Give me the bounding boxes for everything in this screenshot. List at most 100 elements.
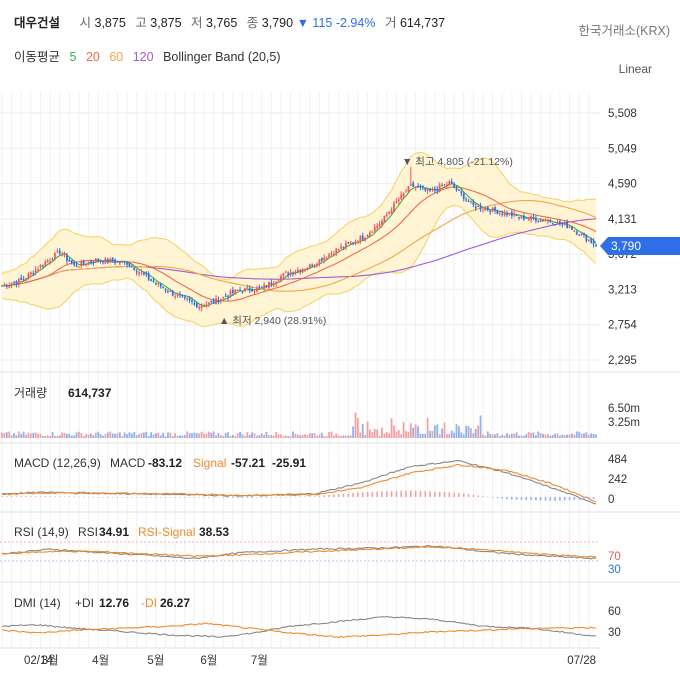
volume-bar (489, 433, 492, 438)
low-label: 저 (191, 16, 203, 30)
macd-histogram-bar (328, 494, 330, 497)
macd-histogram-bar (188, 496, 191, 498)
candle-body (78, 266, 80, 268)
macd-histogram-bar (49, 496, 51, 497)
volume-bar (575, 431, 578, 438)
candle-body (272, 283, 275, 286)
candle-body (138, 272, 140, 274)
stock-chart[interactable]: 5,5085,0494,5904,1313,6723,2132,7542,295… (0, 80, 680, 697)
candle-body (186, 298, 189, 300)
candle-body (316, 264, 318, 266)
volume-bar (61, 432, 64, 438)
volume-bar (224, 432, 227, 438)
bollinger-band (1, 152, 597, 328)
candle-body (383, 215, 386, 223)
high-annotation-label: ▼ 최고 4,805 (-21.12%) (402, 156, 513, 168)
candle-body (568, 227, 571, 229)
candle-body (436, 188, 439, 191)
macd-histogram-bar (309, 496, 311, 497)
macd-histogram-bar (169, 496, 172, 498)
volume-bar (534, 435, 537, 438)
candle-body (340, 246, 342, 249)
volume-bar (373, 429, 376, 438)
volume-panel-value: 614,737 (68, 386, 112, 400)
candle-body (29, 272, 32, 275)
change-percent: -2.94% (335, 16, 376, 30)
current-price-tag: 3,790 (600, 237, 680, 255)
candle-body (580, 233, 583, 236)
candle-body (229, 291, 232, 298)
candle-body (241, 291, 244, 293)
candle-body (97, 258, 100, 261)
volume-bar (126, 434, 128, 438)
macd-histogram-bar (265, 496, 268, 498)
candle-body (126, 262, 128, 265)
candle-body (210, 300, 213, 302)
macd-histogram-bar (116, 496, 119, 498)
candle-body (215, 298, 217, 305)
rsi-label: RSI (78, 525, 98, 539)
volume-bar (498, 435, 501, 438)
volume-bar (587, 434, 590, 438)
candle-body (106, 259, 109, 263)
macd-histogram-bar (256, 496, 258, 498)
volume-bar (70, 435, 73, 438)
candle-body (181, 295, 184, 297)
macd-histogram-bar (568, 496, 571, 501)
volume-bar (121, 436, 124, 438)
candle-body (419, 186, 422, 188)
candle-body (501, 213, 504, 215)
macd-histogram-bar (198, 496, 200, 498)
volume-bar (306, 434, 309, 438)
macd-histogram-bar (342, 493, 345, 497)
price-tick: 5,049 (608, 143, 637, 155)
volume-bar (522, 435, 525, 438)
volume-bar (109, 431, 112, 438)
candle-body (37, 269, 39, 271)
macd-histogram-bar (337, 494, 340, 497)
macd-histogram-bar (559, 496, 561, 501)
dmi-line (1, 615, 596, 638)
candle-body (361, 235, 364, 240)
volume-bar (284, 435, 287, 438)
candle-body (171, 290, 174, 296)
macd-histogram-bar (87, 496, 90, 498)
macd-histogram-bar (140, 496, 143, 498)
x-tick-label: 6월 (200, 654, 217, 667)
volume-bar (44, 435, 47, 438)
volume-panel-label: 거래량 (14, 386, 47, 400)
price-tick: 4,131 (608, 214, 637, 226)
candle-body (133, 267, 136, 271)
candle-body (205, 304, 208, 307)
candle-body (246, 287, 249, 289)
macd-histogram-bar (39, 496, 42, 497)
volume-bar (491, 434, 494, 438)
volume-bar (29, 433, 32, 438)
candle-body (198, 306, 201, 309)
macd-hist-value: -25.91 (272, 456, 306, 470)
volume-bar (15, 435, 18, 438)
macd-histogram-bar (179, 496, 181, 498)
price-tick: 2,295 (608, 355, 637, 367)
volume-bar (467, 426, 470, 438)
volume-bar (441, 428, 443, 438)
candle-body (559, 221, 561, 225)
candle-body (561, 222, 564, 225)
price-tick: 5,508 (608, 108, 637, 120)
volume-bar (260, 433, 263, 438)
volume-bar (56, 435, 59, 438)
volume-bar (568, 434, 571, 438)
rsi-value: 34.91 (99, 525, 129, 539)
candle-body (323, 257, 326, 261)
volume-label: 거 (384, 16, 397, 30)
candle-body (44, 262, 47, 267)
scale-toggle-button[interactable]: Linear (619, 62, 652, 76)
volume-bar (390, 418, 393, 438)
candle-body (429, 188, 431, 192)
candle-body (357, 241, 359, 243)
candle-body (63, 254, 66, 256)
volume-bar (54, 435, 56, 438)
volume-bar (556, 433, 559, 438)
candle-body (453, 183, 456, 188)
candle-body (111, 257, 114, 262)
